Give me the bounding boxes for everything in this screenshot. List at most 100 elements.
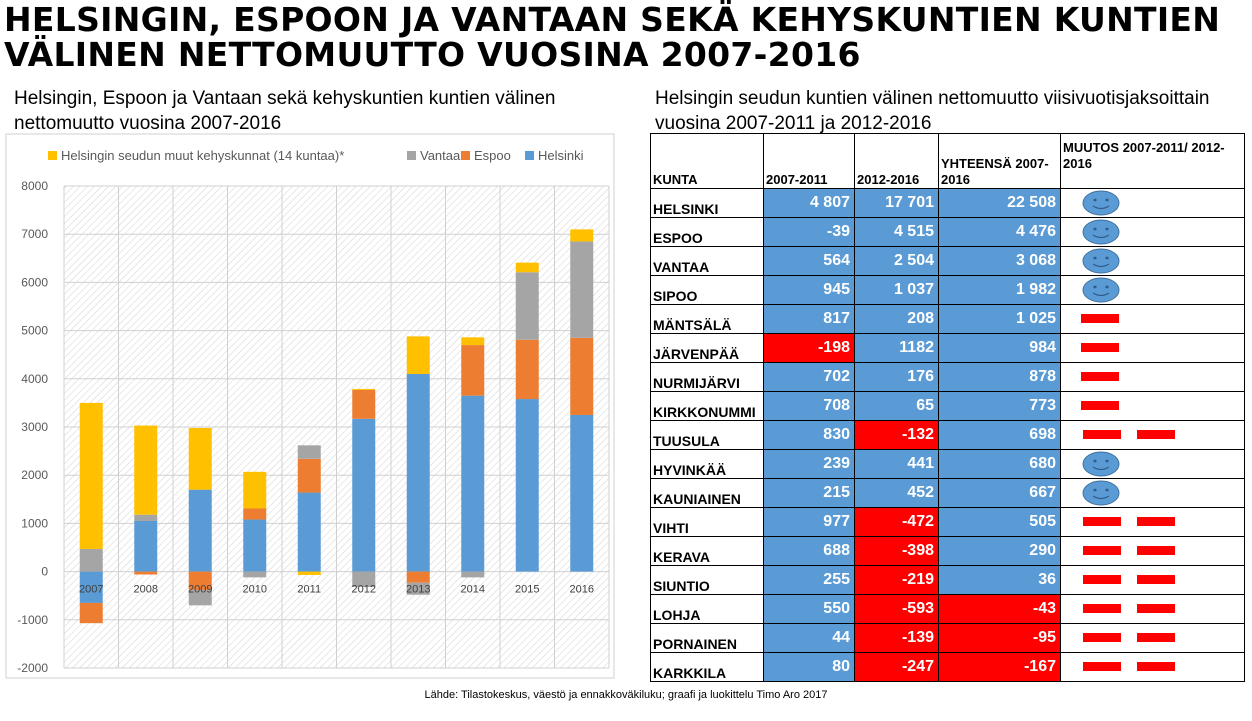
stacked-bar-chart: Helsingin seudun muut kehyskunnat (14 ku…: [5, 133, 615, 679]
period2-cell: 17 701: [854, 188, 939, 218]
bar-segment: [461, 395, 485, 572]
total-cell: -95: [938, 623, 1061, 653]
y-tick-label: 3000: [21, 420, 48, 434]
y-tick-label: 4000: [21, 372, 48, 386]
table-row: JÄRVENPÄÄ -198 1182 984: [650, 333, 1245, 363]
period2-cell: 176: [854, 362, 939, 392]
bar-segment: [461, 337, 485, 346]
change-cell: [1060, 275, 1245, 305]
legend-swatch: [407, 151, 416, 160]
smiley-icon: [1082, 277, 1120, 303]
legend-swatch: [48, 151, 57, 160]
period1-cell: 817: [763, 304, 855, 334]
period1-cell: 564: [763, 246, 855, 276]
red-dash-icon: [1137, 662, 1175, 671]
bar-segment: [406, 571, 430, 583]
bar-segment: [352, 389, 376, 419]
bar-segment: [134, 425, 158, 515]
period1-cell: 550: [763, 594, 855, 624]
kunta-cell: ESPOO: [650, 217, 764, 247]
total-cell: 984: [938, 333, 1061, 363]
y-tick-label: 1000: [21, 516, 48, 530]
legend-label: Vantaa: [420, 148, 461, 163]
period2-cell: 65: [854, 391, 939, 421]
total-cell: 3 068: [938, 246, 1061, 276]
y-tick-label: -1000: [17, 613, 48, 627]
x-tick-label: 2015: [515, 584, 539, 596]
red-dash-icon: [1137, 517, 1175, 526]
total-cell: 22 508: [938, 188, 1061, 218]
bar-segment: [406, 373, 430, 572]
period2-cell: 1182: [854, 333, 939, 363]
bar-segment: [406, 582, 430, 595]
change-cell: [1060, 391, 1245, 421]
period2-cell: -139: [854, 623, 939, 653]
x-tick-label: 2014: [461, 584, 485, 596]
period1-cell: 44: [763, 623, 855, 653]
change-cell: [1060, 652, 1245, 682]
period2-cell: 441: [854, 449, 939, 479]
chart-legend: Helsingin seudun muut kehyskunnat (14 ku…: [48, 148, 584, 163]
smiley-icon: [1082, 248, 1120, 274]
total-cell: 773: [938, 391, 1061, 421]
legend-label: Helsingin seudun muut kehyskunnat (14 ku…: [61, 148, 344, 163]
x-tick-label: 2011: [297, 584, 321, 596]
table-row: SIUNTIO 255 -219 36: [650, 565, 1245, 595]
smiley-icon: [1082, 219, 1120, 245]
change-cell: [1060, 536, 1245, 566]
table-subtitle: Helsingin seudun kuntien välinen nettomu…: [655, 88, 1210, 134]
period2-cell: -219: [854, 565, 939, 595]
change-cell: [1060, 507, 1245, 537]
chart-subtitle: Helsingin, Espoon ja Vantaan sekä kehysk…: [14, 88, 556, 134]
bar-segment: [243, 519, 267, 572]
bar-segment: [79, 602, 103, 624]
red-dash-icon: [1083, 517, 1121, 526]
kunta-cell: PORNAINEN: [650, 623, 764, 653]
red-dash-icon: [1137, 604, 1175, 613]
period2-cell: 452: [854, 478, 939, 508]
x-tick-label: 2016: [570, 584, 594, 596]
header-total: YHTEENSÄ 2007-2016: [938, 133, 1061, 189]
bar-segment: [297, 458, 321, 493]
table-header-row: KUNTA 2007-2011 2012-2016 YHTEENSÄ 2007-…: [650, 133, 1245, 189]
red-dash-icon: [1081, 401, 1119, 410]
header-period1: 2007-2011: [763, 133, 855, 189]
total-cell: 505: [938, 507, 1061, 537]
period1-cell: 708: [763, 391, 855, 421]
period2-cell: 4 515: [854, 217, 939, 247]
x-tick-label: 2012: [352, 584, 376, 596]
y-tick-label: 2000: [21, 468, 48, 482]
table-row: MÄNTSÄLÄ 817 208 1 025: [650, 304, 1245, 334]
period1-cell: -39: [763, 217, 855, 247]
change-cell: [1060, 304, 1245, 334]
bar-segment: [461, 345, 485, 396]
table-row: VANTAA 564 2 504 3 068: [650, 246, 1245, 276]
period1-cell: 80: [763, 652, 855, 682]
red-dash-icon: [1137, 546, 1175, 555]
kunta-cell: TUUSULA: [650, 420, 764, 450]
kunta-cell: VIHTI: [650, 507, 764, 537]
bar-segment: [188, 571, 212, 590]
change-cell: [1060, 246, 1245, 276]
red-dash-icon: [1083, 430, 1121, 439]
bar-segment: [515, 272, 539, 340]
y-axis-ticks: -2000 -1000 0 1000 2000 3000 4000 5000 6000 7000 8…: [17, 179, 48, 675]
period1-cell: -198: [763, 333, 855, 363]
bar-segment: [570, 229, 594, 242]
kunta-cell: HYVINKÄÄ: [650, 449, 764, 479]
legend-swatch: [461, 151, 470, 160]
period1-cell: 215: [763, 478, 855, 508]
red-dash-icon: [1083, 546, 1121, 555]
period2-cell: -593: [854, 594, 939, 624]
bar-segment: [352, 388, 376, 390]
smiley-icon: [1082, 480, 1120, 506]
bar-segment: [79, 548, 103, 572]
change-cell: [1060, 594, 1245, 624]
period2-cell: -247: [854, 652, 939, 682]
bar-segment: [570, 414, 594, 572]
smiley-icon: [1082, 451, 1120, 477]
table-row: LOHJA 550 -593 -43: [650, 594, 1245, 624]
kunta-cell: LOHJA: [650, 594, 764, 624]
change-cell: [1060, 478, 1245, 508]
total-cell: 4 476: [938, 217, 1061, 247]
